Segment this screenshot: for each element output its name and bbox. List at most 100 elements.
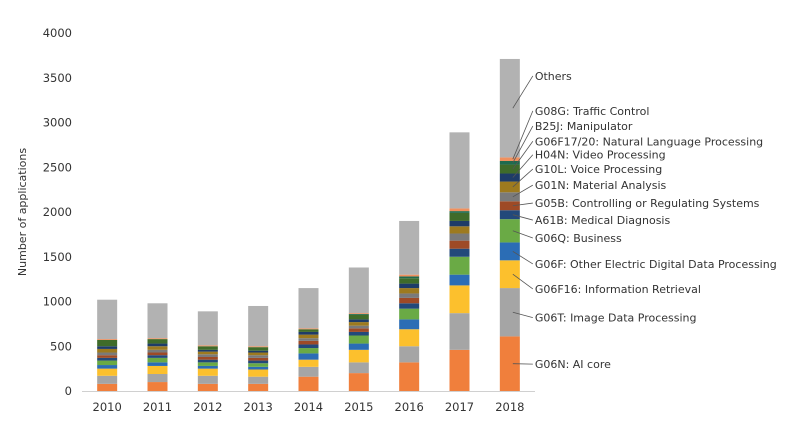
y-tick-label: 0	[65, 384, 72, 398]
bar-segment	[499, 164, 520, 174]
x-tick-label: 2016	[395, 400, 424, 414]
bar-segment	[197, 359, 218, 363]
bar-segment	[298, 348, 319, 354]
bar-segment	[348, 349, 369, 363]
bar-segment	[499, 201, 520, 211]
bar-segment	[348, 343, 369, 350]
annotation-leader-line	[512, 184, 534, 198]
bar-segment	[248, 346, 269, 348]
bar-segment	[499, 260, 520, 289]
x-tick-label: 2018	[495, 400, 524, 414]
bar-segment	[399, 274, 420, 277]
bar-segment	[147, 373, 168, 383]
bar-segment	[348, 313, 369, 315]
bar-segment	[348, 319, 369, 323]
bar-segment	[97, 352, 118, 356]
series-annotation-label: G06T: Image Data Processing	[535, 312, 697, 325]
x-tick-label: 2013	[244, 400, 273, 414]
bar-segment	[97, 348, 118, 353]
bar-segment	[197, 346, 218, 350]
y-tick-label: 1500	[43, 250, 72, 264]
bar-segment	[197, 311, 218, 346]
annotation-leader-line	[512, 125, 534, 163]
bar-segment	[399, 293, 420, 298]
bar-segment	[147, 343, 168, 347]
bar-segment	[248, 352, 269, 356]
annotation-leader-line	[512, 154, 534, 178]
bar-segment	[248, 305, 269, 347]
series-annotation-label: G01N: Material Analysis	[535, 179, 667, 192]
bar-segment	[298, 331, 319, 335]
bar-segment	[147, 338, 168, 340]
bar-segment	[499, 210, 520, 220]
series-annotation-label: G08G: Traffic Control	[535, 105, 650, 118]
bar-segment	[298, 334, 319, 339]
bar-segment	[147, 365, 168, 374]
series-annotation-label: G06F: Other Electric Digital Data Proces…	[535, 258, 777, 271]
x-tick-label: 2014	[294, 400, 323, 414]
bar-segment	[449, 208, 470, 212]
annotation-leader-line	[512, 110, 534, 160]
bar-segment	[197, 349, 218, 352]
bar-segment	[399, 276, 420, 279]
bar-segment	[97, 375, 118, 384]
bar-segment	[348, 322, 369, 326]
bar-segment	[147, 362, 168, 366]
bar-segment	[197, 383, 218, 391]
series-annotation-label: G06F16: Information Retrieval	[535, 283, 701, 296]
y-tick-label: 1000	[43, 295, 72, 309]
bar-segment	[399, 297, 420, 304]
bar-segment	[298, 376, 319, 391]
series-annotation-label: G06F17/20: Natural Language Processing	[535, 135, 763, 148]
x-axis: 2010 2011 2012 2013 2014 2015 2016 2017 2018	[82, 391, 535, 414]
bar-segment	[298, 353, 319, 360]
bar-segment	[147, 339, 168, 344]
bar-segment	[348, 267, 369, 314]
bar-segment	[298, 288, 319, 329]
bar-segment	[248, 357, 269, 361]
bar-segment	[248, 355, 269, 358]
bar-segment	[248, 360, 269, 364]
bar-segment	[449, 233, 470, 241]
bar-segment	[97, 299, 118, 340]
bar-segment	[197, 375, 218, 384]
bar-segment	[499, 219, 520, 243]
bar-segment	[399, 308, 420, 320]
bar-segment	[147, 303, 168, 339]
bar-segment	[449, 285, 470, 314]
bar-segment	[499, 288, 520, 337]
bar-segment	[399, 220, 420, 275]
bar-segment	[97, 357, 118, 361]
bar-segment	[97, 339, 118, 340]
bar-segment	[147, 346, 168, 350]
bar-segment	[197, 351, 218, 355]
bar-segment	[449, 132, 470, 209]
bar-segment	[248, 347, 269, 351]
annotation-leader-line	[512, 168, 534, 188]
bar-segment	[399, 288, 420, 294]
series-annotation-label: A61B: Medical Diagnosis	[535, 214, 671, 227]
bar-segment	[298, 338, 319, 341]
x-tick-label: 2012	[193, 400, 222, 414]
bar-segment	[499, 160, 520, 165]
bar-segment	[348, 335, 369, 344]
bar-segment	[147, 355, 168, 358]
bar-segment	[449, 226, 470, 234]
bar-segment	[449, 220, 470, 227]
bar-segment	[348, 362, 369, 374]
bar-stacks	[97, 58, 520, 391]
annotation-leader-line	[512, 230, 533, 239]
series-annotations: Others G08G: Traffic Control B25J: Manipul…	[512, 70, 777, 371]
y-tick-label: 3000	[43, 116, 72, 130]
annotation-leader-line	[512, 311, 533, 318]
bar-segment	[499, 336, 520, 391]
bar-segment	[449, 274, 470, 286]
bar-segment	[399, 278, 420, 284]
bar-segment	[499, 181, 520, 193]
bar-segment	[248, 383, 269, 391]
bar-segment	[197, 345, 218, 347]
bar-segment	[348, 314, 369, 320]
bar-segment	[449, 211, 470, 213]
annotation-leader-line	[512, 251, 534, 265]
